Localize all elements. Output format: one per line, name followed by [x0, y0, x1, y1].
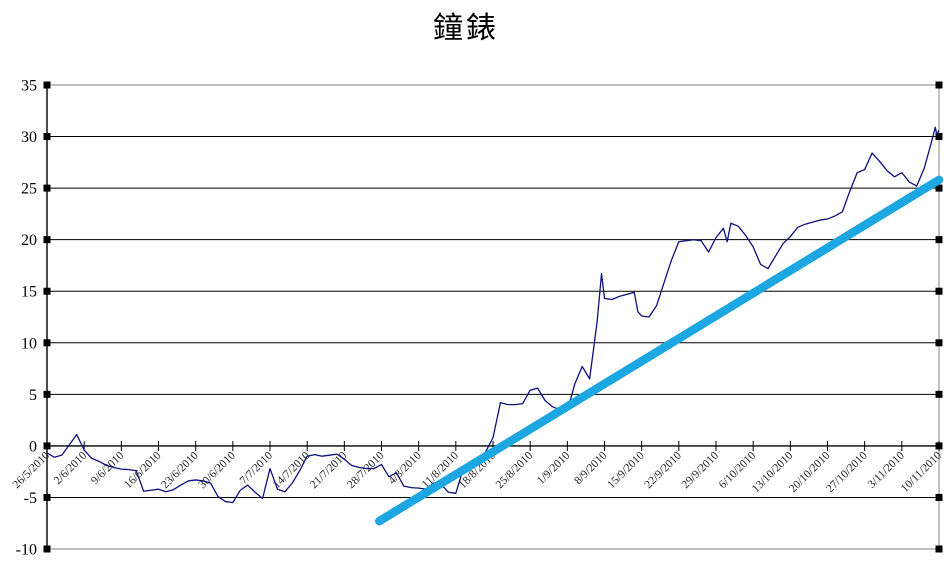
data-series — [46, 126, 944, 526]
secondary-axis-tick-square — [935, 442, 943, 450]
plot-area-border — [47, 84, 940, 550]
secondary-axis-tick-square — [935, 339, 943, 347]
y-axis-tick-square — [43, 133, 51, 141]
y-axis-labels: 35 30 25 20 15 10 5 0 -5 -10 — [16, 78, 37, 559]
secondary-axis-tick-square — [935, 236, 943, 244]
series-line — [46, 126, 940, 504]
y-axis-tick-square — [43, 287, 51, 295]
y-axis-tick-square — [43, 390, 51, 398]
y-axis-tick-label: 10 — [21, 335, 37, 352]
trend-line — [375, 175, 944, 526]
y-axis-tick-square — [43, 545, 51, 553]
y-axis-tick-label: 35 — [21, 78, 37, 95]
y-axis-tick-square — [43, 442, 51, 450]
y-axis-tick-label: -10 — [16, 542, 37, 559]
chart-title: 鐘錶 — [433, 12, 499, 45]
y-axis-tick-square — [43, 236, 51, 244]
gridlines — [47, 136, 939, 498]
secondary-axis-tick-square — [935, 184, 943, 192]
secondary-axis-tick-square — [935, 287, 943, 295]
y-axis-tick-label: 5 — [29, 387, 37, 404]
secondary-axis-tick-square — [935, 133, 943, 141]
y-axis-tick-label: 25 — [21, 181, 37, 198]
secondary-axis-tick-square — [935, 493, 943, 501]
y-axis-tick-square — [43, 493, 51, 501]
secondary-axis-tick-square — [935, 545, 943, 553]
y-axis-tick-square — [43, 339, 51, 347]
axis-tick-squares — [43, 81, 943, 553]
y-axis-tick-label: 30 — [21, 129, 37, 146]
y-axis-tick-square — [43, 184, 51, 192]
secondary-axis-tick-square — [935, 390, 943, 398]
y-axis-tick-label: 0 — [29, 438, 37, 455]
y-axis-tick-label: 20 — [21, 232, 37, 249]
y-axis-tick-label: -5 — [24, 490, 37, 507]
secondary-axis-tick-square — [935, 81, 943, 89]
y-axis-tick-square — [43, 81, 51, 89]
y-axis-tick-label: 15 — [21, 284, 37, 301]
